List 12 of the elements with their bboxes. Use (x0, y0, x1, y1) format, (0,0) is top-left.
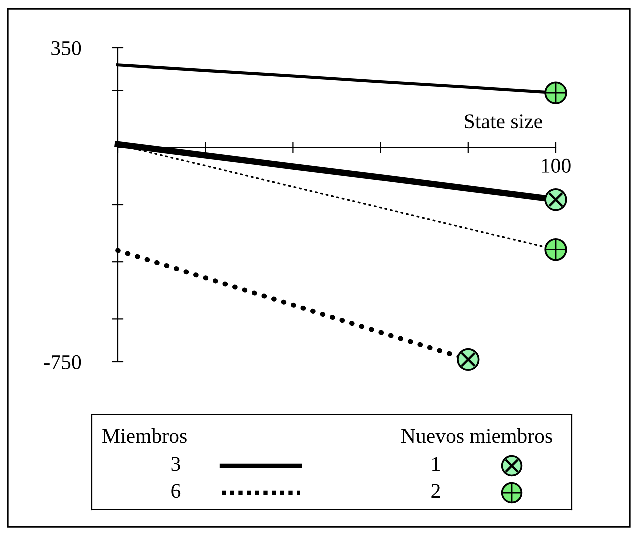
text: Nuevos miembros (402, 428, 552, 444)
text: 3 (172, 457, 180, 472)
y-tick-label: -750 (44, 355, 82, 370)
y-tick-label: 350 (52, 41, 82, 56)
x-axis-title: State size (465, 114, 542, 129)
x-tick-label: 100 (542, 158, 571, 173)
text: 6 (172, 484, 181, 498)
text: Miembros (102, 428, 187, 444)
point (457, 348, 480, 372)
text: 1 (432, 457, 440, 472)
point (544, 188, 568, 212)
text: 2 (432, 484, 440, 498)
